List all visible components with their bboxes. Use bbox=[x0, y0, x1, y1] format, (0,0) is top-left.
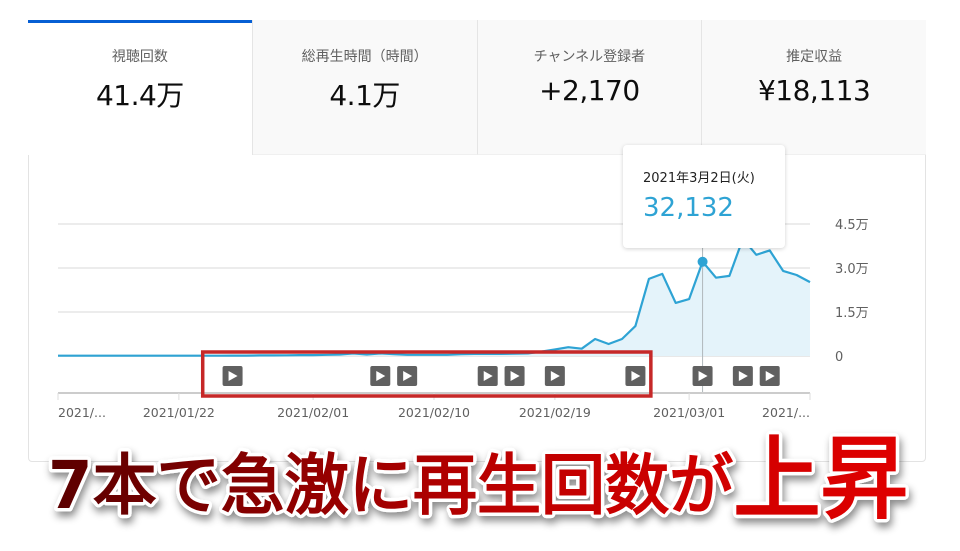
x-tick-label: 2021/02/19 bbox=[519, 405, 591, 420]
play-icon bbox=[483, 371, 493, 381]
tab-label: チャンネル登録者 bbox=[533, 49, 646, 65]
video-marker[interactable] bbox=[544, 366, 565, 386]
tab-label: 視聴回数 bbox=[111, 49, 168, 65]
play-icon bbox=[510, 371, 520, 381]
video-marker[interactable] bbox=[504, 366, 525, 386]
tab-value: 41.4万 bbox=[95, 79, 184, 112]
caption-text: 7本で急激に再生回数が上昇 bbox=[48, 427, 908, 532]
caption-part2: 上昇 bbox=[733, 427, 908, 532]
highlight-box bbox=[200, 350, 653, 398]
video-marker[interactable] bbox=[732, 366, 753, 386]
caption-banner: 7本で急激に再生回数が上昇 bbox=[45, 424, 912, 536]
tab-label: 総再生時間（時間） bbox=[301, 49, 428, 65]
play-icon bbox=[631, 371, 641, 381]
y-tick-label: 0 bbox=[835, 350, 843, 365]
x-axis: 2021/... 2021/01/22 2021/02/01 2021/02/10 20… bbox=[57, 393, 811, 420]
tab-revenue[interactable]: 推定収益 ¥18,113 bbox=[702, 20, 926, 155]
highlighted-point[interactable] bbox=[697, 256, 708, 267]
x-tick-label: 2021/... bbox=[762, 405, 810, 420]
play-icon bbox=[698, 371, 708, 381]
tab-value: ¥18,113 bbox=[757, 74, 871, 107]
tab-value: +2,170 bbox=[539, 74, 640, 107]
y-axis: 0 1.5万 3.0万 4.5万 bbox=[835, 218, 869, 365]
views-line bbox=[58, 237, 811, 357]
chart-tooltip: 2021年3月2日(火) 32,132 bbox=[623, 145, 785, 248]
x-tick-label: 2021/... bbox=[58, 405, 106, 420]
tab-value: 4.1万 bbox=[329, 79, 400, 112]
video-marker[interactable] bbox=[759, 366, 780, 386]
video-marker[interactable] bbox=[222, 366, 243, 386]
video-marker[interactable] bbox=[397, 366, 418, 386]
x-tick-label: 2021/02/01 bbox=[277, 405, 349, 420]
play-icon bbox=[376, 371, 386, 381]
video-marker[interactable] bbox=[692, 366, 713, 386]
video-marker[interactable] bbox=[477, 366, 498, 386]
tab-subscribers[interactable]: チャンネル登録者 +2,170 bbox=[477, 20, 703, 155]
play-icon bbox=[550, 371, 560, 381]
play-icon bbox=[738, 371, 748, 381]
tooltip-date: 2021年3月2日(火) bbox=[643, 171, 755, 186]
x-tick-label: 2021/01/22 bbox=[143, 405, 215, 420]
metric-tabs: 視聴回数 41.4万 総再生時間（時間） 4.1万 チャンネル登録者 +2,17… bbox=[28, 20, 926, 155]
caption-part1: 7本で急激に再生回数が bbox=[48, 447, 733, 524]
video-markers bbox=[222, 366, 780, 386]
play-icon bbox=[228, 371, 238, 381]
play-icon bbox=[403, 371, 413, 381]
tab-views[interactable]: 視聴回数 41.4万 bbox=[28, 20, 253, 155]
x-tick-label: 2021/03/01 bbox=[653, 405, 725, 420]
y-tick-label: 3.0万 bbox=[835, 262, 869, 277]
video-marker[interactable] bbox=[625, 366, 646, 386]
play-icon bbox=[765, 371, 775, 381]
x-tick-label: 2021/02/10 bbox=[398, 405, 470, 420]
y-tick-label: 1.5万 bbox=[835, 306, 869, 321]
y-tick-label: 4.5万 bbox=[835, 218, 869, 233]
video-marker[interactable] bbox=[370, 366, 391, 386]
tab-watch-time[interactable]: 総再生時間（時間） 4.1万 bbox=[252, 20, 478, 155]
views-area bbox=[58, 238, 810, 356]
tab-label: 推定収益 bbox=[786, 49, 843, 65]
tooltip-value: 32,132 bbox=[643, 193, 734, 223]
